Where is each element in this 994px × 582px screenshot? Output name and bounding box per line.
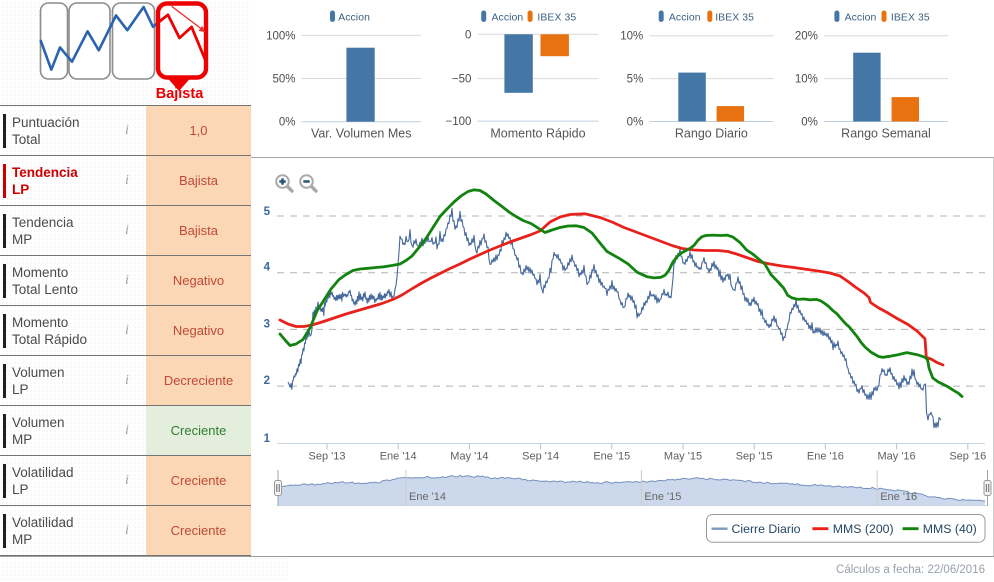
- svg-text:MMS (200): MMS (200): [833, 522, 894, 536]
- svg-text:4: 4: [264, 262, 271, 274]
- svg-text:IBEX 35: IBEX 35: [537, 13, 576, 24]
- svg-text:Sep '16: Sep '16: [949, 451, 986, 463]
- svg-text:May '14: May '14: [450, 451, 488, 463]
- svg-text:20%: 20%: [795, 31, 818, 43]
- svg-text:100%: 100%: [266, 30, 295, 42]
- svg-text:Ene '14: Ene '14: [380, 451, 417, 463]
- svg-text:5%: 5%: [627, 74, 644, 86]
- svg-text:Accion: Accion: [669, 13, 701, 24]
- svg-text:Cierre Diario: Cierre Diario: [732, 522, 801, 536]
- svg-text:1: 1: [264, 433, 271, 445]
- svg-text:0%: 0%: [801, 117, 818, 129]
- svg-text:MMS (40): MMS (40): [923, 522, 977, 536]
- svg-text:May '15: May '15: [664, 451, 702, 463]
- svg-text:0%: 0%: [279, 117, 296, 129]
- svg-text:3: 3: [264, 318, 270, 330]
- svg-text:2: 2: [264, 375, 270, 387]
- svg-text:Ene '16: Ene '16: [880, 491, 917, 503]
- svg-text:Sep '13: Sep '13: [309, 451, 346, 463]
- svg-text:Sep '15: Sep '15: [736, 451, 773, 463]
- svg-text:IBEX 35: IBEX 35: [891, 13, 930, 24]
- svg-text:IBEX 35: IBEX 35: [715, 13, 754, 24]
- svg-text:Momento Rápido: Momento Rápido: [490, 127, 585, 141]
- svg-text:Accion: Accion: [845, 13, 877, 24]
- svg-text:Ene '15: Ene '15: [593, 451, 630, 463]
- svg-text:Accion: Accion: [338, 13, 370, 24]
- svg-text:−50: −50: [452, 74, 472, 86]
- svg-text:Ene '16: Ene '16: [807, 451, 844, 463]
- svg-text:Sep '14: Sep '14: [522, 451, 559, 463]
- svg-text:0%: 0%: [627, 117, 644, 129]
- svg-text:10%: 10%: [795, 74, 818, 86]
- svg-text:Ene '15: Ene '15: [644, 491, 681, 503]
- svg-text:10%: 10%: [620, 31, 643, 43]
- svg-text:Rango Semanal: Rango Semanal: [841, 127, 931, 141]
- svg-text:May '16: May '16: [878, 451, 916, 463]
- svg-text:Bajista: Bajista: [156, 86, 204, 102]
- svg-text:Accion: Accion: [492, 13, 524, 24]
- svg-text:Ene '14: Ene '14: [409, 491, 446, 503]
- svg-text:Rango Diario: Rango Diario: [675, 127, 748, 141]
- svg-text:50%: 50%: [272, 74, 295, 86]
- svg-text:−100: −100: [445, 116, 471, 128]
- svg-text:0: 0: [465, 29, 471, 41]
- svg-text:Var. Volumen Mes: Var. Volumen Mes: [311, 127, 412, 141]
- svg-text:5: 5: [264, 206, 271, 218]
